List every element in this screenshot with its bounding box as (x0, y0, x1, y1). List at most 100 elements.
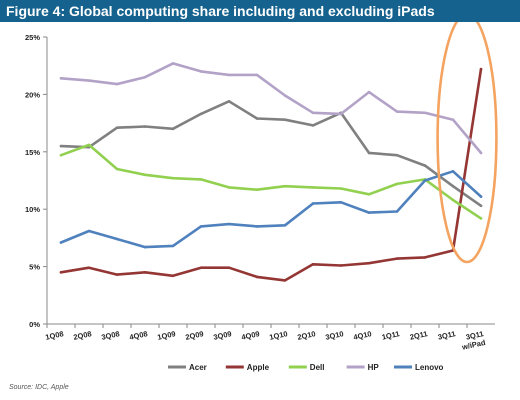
data-point-hp (451, 118, 455, 121)
data-point-dell (339, 187, 343, 190)
line-chart: 0% 5% 10% 15% 20% 25% 1Q08 2Q08 3Q08 4Q08 1Q09 2Q09… (25, 22, 498, 372)
data-point-hp (59, 77, 63, 80)
x-tick-label: 1Q08 (45, 329, 65, 342)
data-point-lenovo (199, 225, 203, 228)
x-tick-label: 3Q11w/iPad (458, 329, 486, 352)
data-point-hp (115, 82, 119, 86)
x-tick-label: 1Q10 (269, 329, 289, 342)
data-point-acer (311, 124, 315, 127)
data-point-apple (283, 279, 287, 282)
data-point-dell (171, 176, 175, 180)
data-point-lenovo (451, 170, 455, 173)
data-point-hp (171, 62, 175, 65)
data-point-hp (199, 70, 203, 73)
data-point-dell (87, 143, 91, 147)
series-line-lenovo (59, 170, 483, 249)
x-tick-label: 2Q11 (409, 329, 428, 342)
data-point-apple (227, 266, 231, 270)
data-point-apple (367, 261, 371, 265)
data-point-acer (423, 164, 427, 167)
data-point-lenovo (479, 195, 483, 198)
data-point-dell (311, 186, 315, 189)
x-tick-label: 4Q09 (241, 329, 261, 342)
data-point-apple (199, 266, 203, 270)
legend-label-lenovo: Lenovo (415, 363, 444, 372)
data-point-lenovo (395, 210, 399, 213)
data-point-apple (171, 274, 175, 278)
data-point-apple (339, 264, 343, 267)
data-point-lenovo (367, 211, 371, 214)
y-tick-label: 0% (29, 320, 40, 329)
series-line-apple (59, 67, 483, 282)
source-note: Source: IDC, Apple (9, 384, 69, 391)
data-point-apple (423, 256, 427, 259)
data-point-acer (395, 153, 399, 157)
data-point-dell (143, 173, 147, 177)
data-point-lenovo (171, 244, 175, 248)
data-point-dell (395, 182, 399, 186)
x-tick-label: 1Q09 (157, 329, 177, 342)
data-point-acer (283, 118, 287, 121)
data-point-apple (395, 257, 399, 260)
data-point-hp (283, 94, 287, 97)
data-point-lenovo (283, 223, 287, 227)
data-point-hp (143, 75, 147, 79)
data-point-hp (423, 111, 427, 115)
data-point-apple (87, 266, 91, 270)
data-point-acer (115, 126, 119, 129)
data-point-hp (479, 151, 483, 155)
data-point-apple (115, 273, 119, 276)
data-point-acer (143, 125, 147, 128)
legend-label-acer: Acer (189, 363, 207, 372)
data-point-dell (255, 188, 259, 191)
data-point-lenovo (115, 237, 119, 241)
data-point-hp (395, 110, 399, 113)
x-tick-label: 3Q11 (437, 329, 456, 342)
legend-label-apple: Apple (247, 363, 270, 372)
data-point-apple (479, 67, 483, 71)
data-point-lenovo (143, 245, 147, 249)
series-line-dell (59, 143, 483, 220)
y-tick-label: 5% (29, 263, 40, 272)
data-point-acer (59, 144, 63, 148)
data-point-dell (115, 167, 119, 171)
data-point-lenovo (311, 202, 315, 205)
y-tick-label: 20% (25, 90, 40, 99)
legend-label-hp: HP (368, 363, 380, 372)
series-line-hp (59, 62, 483, 155)
data-point-lenovo (255, 225, 259, 228)
data-point-acer (479, 204, 483, 208)
data-point-lenovo (423, 179, 427, 182)
data-point-dell (451, 198, 455, 202)
data-point-acer (451, 184, 455, 188)
x-tick-label: 4Q08 (129, 329, 149, 342)
data-point-dell (479, 217, 483, 220)
legend-label-dell: Dell (310, 363, 325, 372)
data-point-acer (199, 112, 203, 116)
x-tick-label: 4Q10 (353, 329, 373, 342)
data-point-dell (59, 153, 63, 157)
data-point-lenovo (59, 241, 63, 244)
data-point-apple (143, 271, 147, 274)
data-point-acer (367, 151, 371, 155)
highlight-ellipse (436, 22, 498, 264)
x-tick-label: 3Q08 (101, 329, 121, 342)
y-tick-label: 25% (25, 33, 40, 42)
data-point-acer (227, 99, 231, 103)
data-point-apple (59, 271, 63, 274)
data-point-hp (87, 79, 91, 82)
data-point-hp (227, 73, 231, 77)
x-tick-label: 2Q10 (297, 329, 317, 342)
y-tick-label: 10% (25, 205, 40, 214)
data-point-dell (227, 186, 231, 189)
data-point-dell (367, 192, 371, 196)
data-point-acer (171, 127, 175, 131)
y-tick-label: 15% (25, 148, 40, 157)
data-point-hp (367, 90, 371, 94)
chart-title: Figure 4: Global computing share includi… (0, 0, 520, 22)
data-point-lenovo (227, 222, 231, 226)
data-point-apple (311, 263, 315, 266)
data-point-hp (255, 73, 259, 77)
data-point-dell (283, 184, 287, 188)
data-point-lenovo (87, 229, 91, 233)
